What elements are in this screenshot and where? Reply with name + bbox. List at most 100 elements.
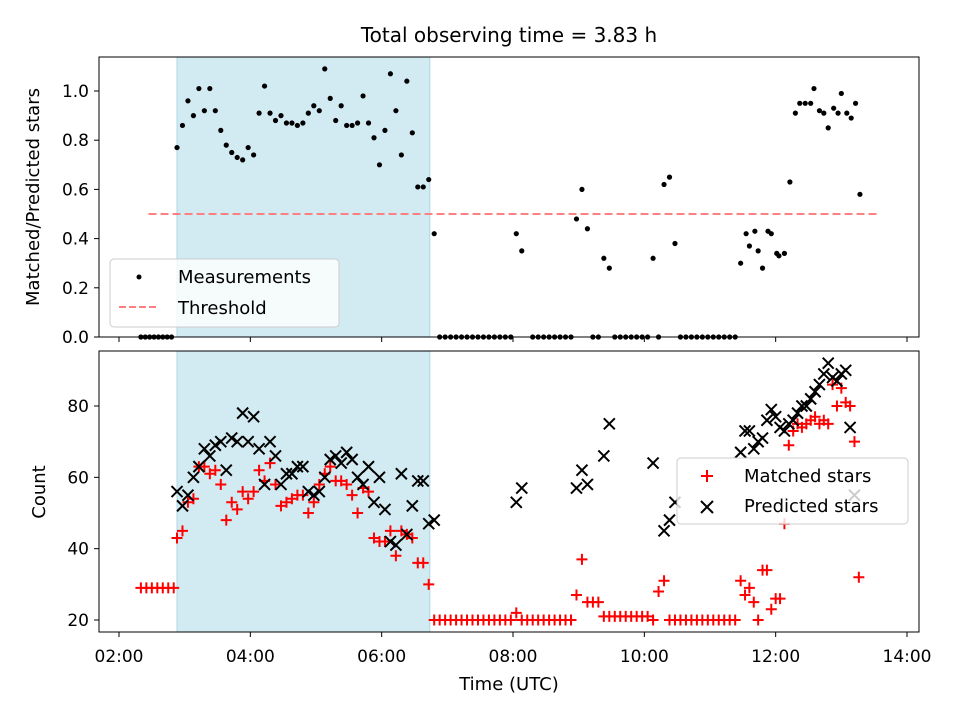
matched-star-point — [270, 478, 282, 490]
measurement-point — [852, 100, 859, 106]
measurement-point — [661, 181, 667, 188]
predicted-star-point — [821, 356, 835, 370]
matched-star-point — [253, 464, 265, 476]
y-tick-label: 0.6 — [62, 180, 89, 200]
matched-star-point — [510, 607, 522, 619]
measurement-point — [365, 120, 372, 126]
predicted-star-point — [378, 503, 392, 516]
predicted-star-point — [225, 431, 238, 445]
measurement-point — [848, 115, 854, 121]
predicted-star-point — [734, 446, 747, 459]
measurement-point — [278, 113, 284, 119]
predicted-star-point — [373, 471, 386, 484]
measurement-point — [431, 231, 437, 237]
matched-star-point — [765, 603, 777, 615]
predicted-star-point — [417, 474, 430, 488]
measurement-point — [420, 184, 426, 190]
measurement-point — [787, 179, 793, 185]
predicted-star-point — [192, 460, 206, 473]
predicted-star-point — [220, 463, 233, 477]
y-tick-label: 60 — [67, 468, 89, 488]
top-legend-box — [109, 258, 340, 328]
predicted-star-point — [170, 485, 184, 498]
predicted-star-point — [804, 392, 817, 406]
matched-star-point — [346, 489, 358, 501]
predicted-star-point — [214, 435, 227, 448]
predicted-star-point — [302, 485, 315, 498]
measurement-point — [746, 243, 753, 249]
y-tick-label: 0.8 — [62, 131, 89, 151]
predicted-star-point — [570, 481, 583, 495]
top-legend: Measurements Threshold — [109, 258, 340, 328]
predicted-star-point — [765, 403, 778, 416]
predicted-star-point — [367, 496, 381, 509]
predicted-star-point — [800, 399, 813, 413]
measurement-point — [229, 149, 235, 156]
measurement-point — [371, 135, 377, 141]
measurement-point — [267, 110, 273, 116]
measurement-point — [261, 83, 268, 89]
measurement-point — [650, 255, 656, 261]
chart-title: Total observing time = 3.83 h — [360, 23, 657, 47]
predicted-star-point — [203, 449, 217, 463]
matched-star-point — [406, 532, 418, 544]
bottom-y-axis-label: Count — [29, 465, 50, 518]
matched-star-point — [853, 571, 865, 583]
predicted-star-point — [795, 399, 809, 413]
predicted-star-point — [285, 467, 299, 480]
matched-star-point — [324, 461, 336, 473]
matched-star-point — [831, 400, 843, 412]
measurement-point — [294, 122, 300, 129]
predicted-star-point — [329, 449, 342, 463]
measurement-point — [579, 186, 585, 192]
measurement-point — [185, 98, 191, 104]
matched-star-point — [848, 436, 860, 448]
matched-star-point — [363, 486, 375, 498]
predicted-star-point — [756, 431, 769, 445]
matched-star-point — [215, 478, 227, 490]
measurement-point — [300, 120, 306, 126]
predicted-star-point — [252, 442, 266, 456]
bottom-y-ticks: 20 40 60 80 — [67, 397, 99, 631]
matched-star-point — [761, 564, 773, 576]
predicted-star-point — [769, 410, 782, 423]
x-axis-label: Time (UTC) — [458, 674, 559, 695]
measurement-point — [240, 157, 246, 163]
predicted-star-point — [422, 517, 435, 530]
predicted-star-point — [313, 485, 326, 498]
measurement-point — [218, 127, 224, 133]
top-y-ticks: 0.0 0.2 0.4 0.6 0.8 1.0 — [62, 82, 99, 348]
predicted-star-point — [280, 467, 293, 480]
predicted-star-point — [181, 488, 195, 502]
measurement-point — [327, 95, 333, 101]
predicted-star-point — [274, 478, 288, 491]
top-x-ticks — [118, 337, 908, 342]
predicted-star-point — [307, 488, 321, 502]
matched-star-point — [308, 496, 320, 508]
measurement-point — [223, 142, 229, 148]
predicted-star-point — [345, 453, 359, 466]
predicted-star-point — [356, 478, 370, 491]
matched-star-point — [176, 525, 188, 537]
measurement-point — [354, 120, 361, 126]
measurement-point — [838, 90, 844, 97]
matched-star-point — [379, 536, 391, 548]
measurement-point — [196, 85, 202, 92]
predicted-star-point — [427, 513, 441, 527]
predicted-star-point — [839, 364, 852, 377]
measurement-point — [831, 105, 837, 111]
matched-star-point — [647, 614, 659, 626]
predicted-star-point — [843, 421, 857, 434]
measurement-point — [311, 103, 317, 109]
bottom-panel: 20 40 60 80 02:00 04:00 06:00 08:00 10:00 12:00 1… — [29, 350, 932, 695]
matched-star-point — [417, 557, 429, 569]
predicted-star-point — [603, 417, 616, 431]
matched-star-point — [844, 400, 856, 412]
measurement-point — [338, 103, 344, 109]
matched-star-point — [171, 532, 183, 544]
x-tick-label: 12:00 — [751, 647, 800, 667]
legend-measurements-label: Measurements — [178, 267, 311, 288]
measurement-point — [305, 110, 311, 116]
legend-threshold-label: Threshold — [177, 298, 267, 319]
measurement-point — [382, 127, 388, 133]
